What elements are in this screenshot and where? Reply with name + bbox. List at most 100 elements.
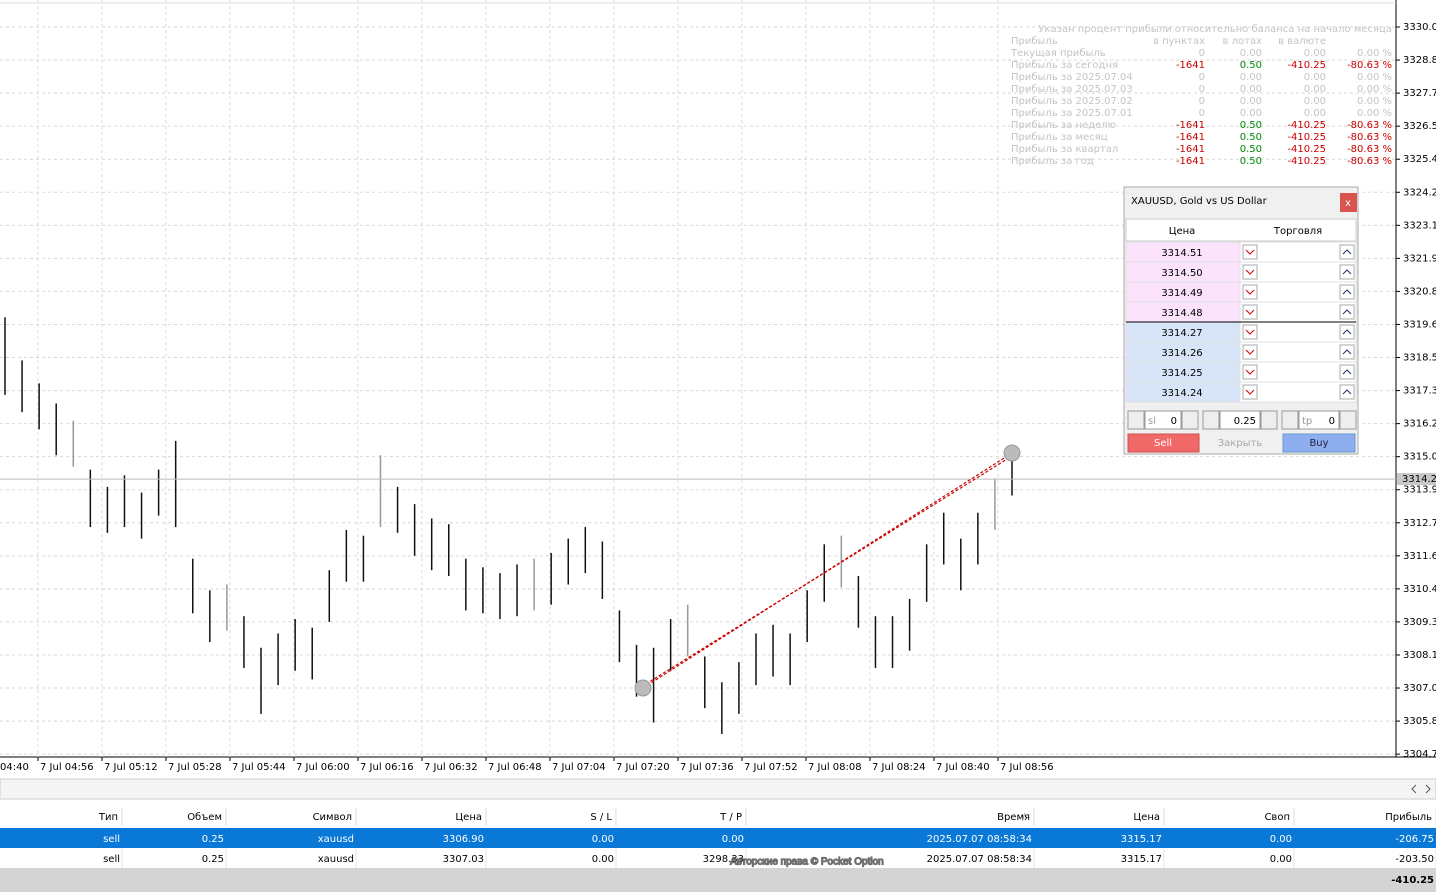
sell-limit-button[interactable] <box>1242 344 1258 360</box>
buy-limit-button[interactable] <box>1339 304 1355 320</box>
column-header[interactable]: Объем <box>187 812 222 823</box>
spin-down[interactable] <box>1202 410 1220 430</box>
x-tick-label: 7 Jul 06:00 <box>296 762 350 773</box>
down-arrow <box>1245 389 1255 395</box>
profit-cell: 0 <box>1199 96 1205 107</box>
column-header[interactable]: Тип <box>98 812 118 823</box>
profit-cell: 0.00 % <box>1357 72 1392 83</box>
position-row[interactable] <box>0 848 1436 868</box>
trade-title: XAUUSD, Gold vs US Dollar <box>1131 196 1268 207</box>
close-position-label[interactable]: Закрыть <box>1218 438 1263 449</box>
spin-box[interactable] <box>1144 410 1182 430</box>
profit-cell: -80.63 % <box>1347 144 1392 155</box>
sell-button[interactable] <box>1127 433 1200 453</box>
position-cell: 0.00 <box>592 854 614 865</box>
position-cell: 0.00 <box>1270 834 1292 845</box>
column-header[interactable]: T / P <box>719 812 742 823</box>
buy-limit-button[interactable] <box>1339 384 1355 400</box>
down-arrow <box>1245 289 1255 295</box>
profit-cell: -410.25 <box>1287 120 1326 131</box>
spin-up[interactable] <box>1339 410 1357 430</box>
sell-label[interactable]: Sell <box>1154 438 1172 449</box>
buy-limit-button[interactable] <box>1339 364 1355 380</box>
position-cell: xauusd <box>318 854 354 865</box>
x-tick-label: 7 Jul 07:20 <box>616 762 670 773</box>
profit-cell: 0.00 <box>1240 108 1262 119</box>
up-arrow <box>1342 349 1352 355</box>
price-value: 3314.50 <box>1161 268 1202 279</box>
spin-label: tp <box>1302 416 1312 427</box>
y-tick-label: 3309.30 <box>1403 617 1436 628</box>
up-arrow <box>1342 369 1352 375</box>
trade-cell <box>1239 381 1357 403</box>
position-cell: -203.50 <box>1395 854 1434 865</box>
buy-limit-button[interactable] <box>1339 264 1355 280</box>
profit-cell: -80.63 % <box>1347 156 1392 167</box>
buy-limit-button[interactable] <box>1339 244 1355 260</box>
buy-limit-button[interactable] <box>1339 344 1355 360</box>
sell-limit-button[interactable] <box>1242 364 1258 380</box>
profit-header: в лотах <box>1223 36 1263 47</box>
profit-cell: Текущая прибыль <box>1010 48 1106 59</box>
spin-box[interactable] <box>1298 410 1340 430</box>
spin-box[interactable] <box>1219 410 1261 430</box>
column-header[interactable]: Символ <box>313 812 352 823</box>
buy-label[interactable]: Buy <box>1309 438 1328 449</box>
up-arrow <box>1342 389 1352 395</box>
price-value: 3314.49 <box>1161 288 1202 299</box>
buy-button[interactable] <box>1282 433 1356 453</box>
profit-cell: 0.00 <box>1240 96 1262 107</box>
profit-cell: 0 <box>1199 48 1205 59</box>
spin-down[interactable] <box>1127 410 1145 430</box>
profit-cell: -80.63 % <box>1347 120 1392 131</box>
x-tick-label: 7 Jul 06:16 <box>360 762 414 773</box>
position-cell: 3315.17 <box>1121 834 1162 845</box>
scroll-strip <box>0 778 1436 800</box>
position-cell: 3298.33 <box>703 854 744 865</box>
col-price: Цена <box>1169 226 1196 237</box>
profit-cell: -1641 <box>1176 144 1205 155</box>
sell-limit-button[interactable] <box>1242 324 1258 340</box>
y-tick-label: 3317.35 <box>1403 386 1436 397</box>
profit-cell: Прибыль за 2025.07.03 <box>1011 84 1133 95</box>
profit-cell: 0.50 <box>1240 120 1262 131</box>
profit-cell: 0.50 <box>1240 156 1262 167</box>
sell-limit-button[interactable] <box>1242 284 1258 300</box>
up-arrow <box>1342 329 1352 335</box>
column-header[interactable]: S / L <box>590 812 612 823</box>
sell-limit-button[interactable] <box>1242 384 1258 400</box>
x-tick-label: 7 Jul 05:12 <box>104 762 158 773</box>
profit-cell: -410.25 <box>1287 60 1326 71</box>
position-row[interactable] <box>0 828 1436 848</box>
profit-cell: Прибыль за неделю <box>1011 120 1116 131</box>
grid-header <box>1125 218 1357 242</box>
spin-down[interactable] <box>1281 410 1299 430</box>
sell-limit-button[interactable] <box>1242 244 1258 260</box>
column-header[interactable]: Цена <box>1133 812 1160 823</box>
close-label[interactable]: x <box>1345 198 1351 209</box>
spin-up[interactable] <box>1260 410 1278 430</box>
buy-limit-button[interactable] <box>1339 324 1355 340</box>
buy-limit-button[interactable] <box>1339 284 1355 300</box>
y-tick-label: 3310.45 <box>1403 584 1436 595</box>
position-cell: 3307.03 <box>443 854 484 865</box>
down-arrow <box>1245 349 1255 355</box>
watermark: Авторские права © Pocket Option <box>730 857 884 868</box>
column-header[interactable]: Своп <box>1264 812 1290 823</box>
column-header[interactable]: Время <box>997 812 1030 823</box>
y-tick-label: 3319.65 <box>1403 319 1436 330</box>
column-header[interactable]: Цена <box>455 812 482 823</box>
x-tick-label: 7 Jul 06:32 <box>424 762 478 773</box>
profit-cell: 0.50 <box>1240 60 1262 71</box>
sell-limit-button[interactable] <box>1242 264 1258 280</box>
close-button[interactable] <box>1340 193 1357 212</box>
sell-limit-button[interactable] <box>1242 304 1258 320</box>
column-header[interactable]: Прибыль <box>1385 812 1432 823</box>
profit-cell: 0.50 <box>1240 132 1262 143</box>
y-tick-label: 3324.25 <box>1403 187 1436 198</box>
scroll-left[interactable] <box>1411 784 1417 794</box>
exit-marker <box>1003 444 1021 462</box>
spin-up[interactable] <box>1181 410 1199 430</box>
profit-cell: Прибыль за месяц <box>1011 132 1108 143</box>
scroll-right[interactable] <box>1425 784 1431 794</box>
